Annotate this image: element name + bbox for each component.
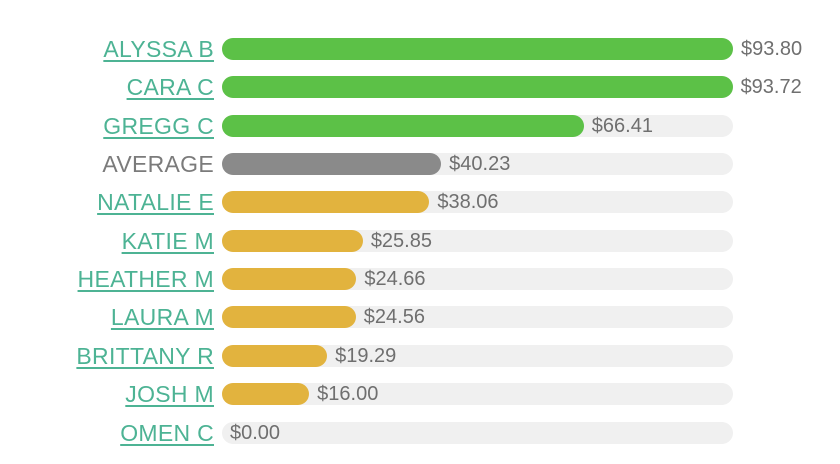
bar-row: CARA C $93.72 bbox=[0, 74, 840, 100]
bar-value-label: $38.06 bbox=[437, 191, 499, 214]
person-name-link[interactable]: LAURA M bbox=[110, 304, 214, 331]
bar-fill bbox=[222, 38, 733, 60]
person-name-link[interactable]: JOSH M bbox=[125, 381, 214, 408]
bar-row: AVERAGE $40.23 bbox=[0, 151, 840, 177]
bar-fill bbox=[222, 383, 310, 406]
bar-value-label: $93.72 bbox=[740, 76, 802, 99]
person-name-link[interactable]: ALYSSA B bbox=[103, 36, 214, 62]
average-label: AVERAGE bbox=[102, 151, 214, 178]
bar-row: LAURA M $24.56 bbox=[0, 304, 840, 330]
person-name-link[interactable]: GREGG C bbox=[103, 112, 214, 139]
bar-row: OMEN C $0.00 bbox=[0, 420, 840, 446]
bar-track bbox=[222, 383, 733, 406]
person-name-link[interactable]: OMEN C bbox=[120, 419, 214, 446]
bar-row: HEATHER M $24.66 bbox=[0, 266, 840, 292]
bar-fill bbox=[222, 76, 733, 99]
bar-row: KATIE M $25.85 bbox=[0, 228, 840, 254]
bar-value-label: $16.00 bbox=[317, 383, 379, 406]
bar-row: GREGG C $66.41 bbox=[0, 113, 840, 139]
bar-track bbox=[222, 344, 733, 367]
bar-fill bbox=[222, 191, 430, 214]
person-name-link[interactable]: NATALIE E bbox=[97, 189, 214, 216]
bar-fill bbox=[222, 268, 357, 291]
bar-fill bbox=[222, 306, 356, 329]
person-name-link[interactable]: CARA C bbox=[126, 74, 214, 101]
bar-value-label: $40.23 bbox=[449, 153, 511, 176]
bar-value-label: $24.66 bbox=[364, 268, 426, 291]
bar-row: NATALIE E $38.06 bbox=[0, 189, 840, 215]
bar-fill bbox=[222, 114, 584, 137]
bar-row: JOSH M $16.00 bbox=[0, 381, 840, 407]
bar-value-label: $66.41 bbox=[591, 114, 653, 137]
person-name-link[interactable]: HEATHER M bbox=[77, 266, 214, 293]
bar-fill bbox=[222, 229, 363, 252]
bar-fill bbox=[222, 153, 442, 176]
bar-row: BRITTANY R $19.29 bbox=[0, 343, 840, 369]
bar-value-label: $0.00 bbox=[230, 421, 281, 444]
bar-value-label: $24.56 bbox=[363, 306, 425, 329]
person-name-link[interactable]: KATIE M bbox=[121, 227, 214, 254]
person-name-link[interactable]: BRITTANY R bbox=[76, 342, 214, 369]
bar-value-label: $93.80 bbox=[741, 38, 803, 60]
bar-value-label: $19.29 bbox=[335, 344, 397, 367]
bar-fill bbox=[222, 344, 328, 367]
bar-value-label: $25.85 bbox=[370, 229, 432, 252]
bar-track bbox=[222, 421, 733, 444]
bar-row: ALYSSA B $93.80 bbox=[0, 36, 840, 62]
